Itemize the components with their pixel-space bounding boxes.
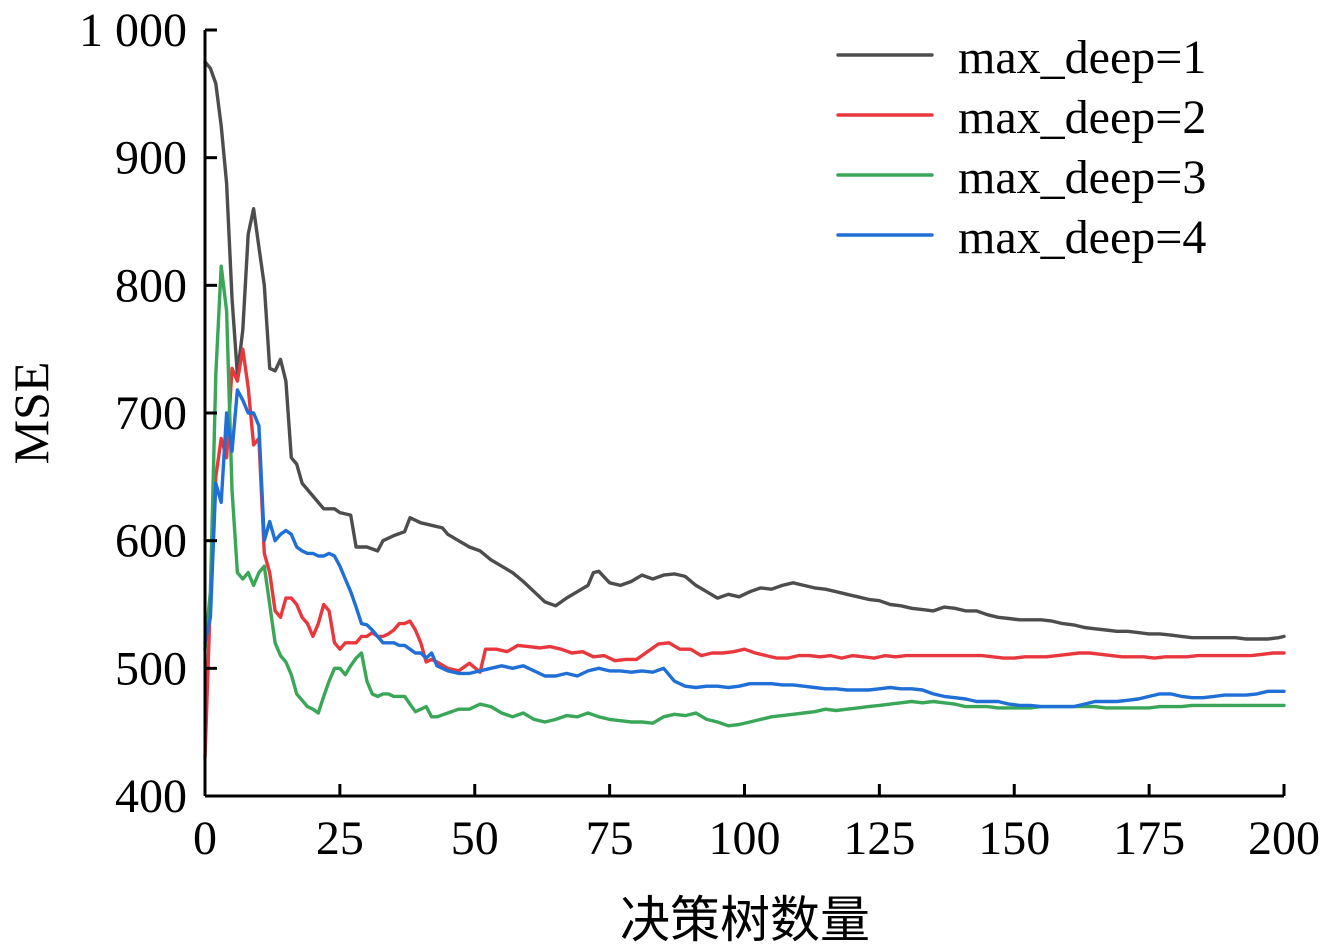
y-tick-label: 600 [115, 515, 187, 568]
legend-label: max_deep=3 [958, 151, 1206, 204]
x-tick-label: 175 [1113, 812, 1185, 865]
legend: max_deep=1 max_deep=2 max_deep=3 max_deep=4 [836, 31, 1206, 264]
x-tick-label: 125 [843, 812, 915, 865]
legend-label: max_deep=4 [958, 211, 1206, 264]
y-tick-label: 400 [115, 770, 187, 823]
x-tick-label: 50 [451, 812, 499, 865]
x-tick-label: 75 [586, 812, 634, 865]
x-tick-label: 150 [978, 812, 1050, 865]
x-tick-label: 200 [1248, 812, 1320, 865]
y-tick-label: 900 [115, 132, 187, 185]
legend-label: max_deep=1 [958, 31, 1206, 84]
y-tick-label: 800 [115, 259, 187, 312]
x-axis-title: 决策树数量 [620, 892, 870, 948]
series-line-max-deep-1 [203, 60, 1286, 641]
x-tick-label: 25 [316, 812, 364, 865]
y-tick-label: 500 [115, 642, 187, 695]
y-tick-label: 1 000 [79, 4, 187, 57]
legend-label: max_deep=2 [958, 91, 1206, 144]
y-axis-title: MSE [3, 362, 59, 465]
series-layer [203, 60, 1286, 760]
y-tick-label: 700 [115, 387, 187, 440]
x-tick-label: 100 [709, 812, 781, 865]
series-line-max-deep-2 [203, 347, 1286, 760]
x-tick-label: 0 [193, 812, 217, 865]
series-line-max-deep-4 [203, 388, 1286, 709]
ticks-layer: 400 500 600 700 800 900 1 000 0 25 50 75 100 125 150 1… [79, 4, 1320, 865]
